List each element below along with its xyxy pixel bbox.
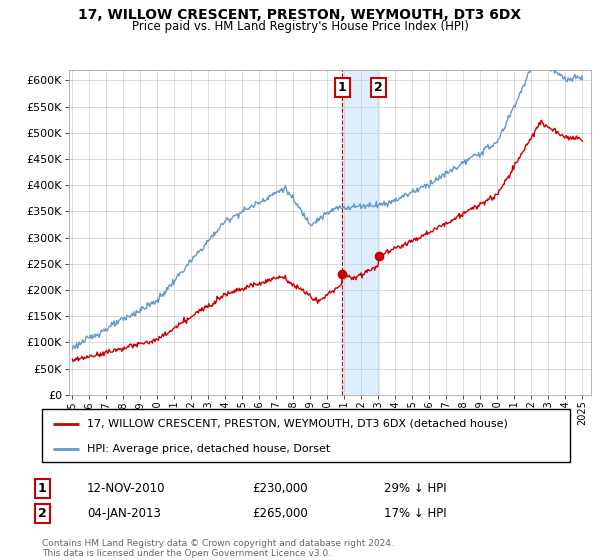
Text: 2: 2 [38, 507, 46, 520]
Text: 17, WILLOW CRESCENT, PRESTON, WEYMOUTH, DT3 6DX: 17, WILLOW CRESCENT, PRESTON, WEYMOUTH, … [79, 8, 521, 22]
Text: 04-JAN-2013: 04-JAN-2013 [87, 507, 161, 520]
Text: 1: 1 [338, 81, 347, 95]
Text: 1: 1 [38, 482, 46, 495]
Text: 29% ↓ HPI: 29% ↓ HPI [384, 482, 446, 495]
Text: 12-NOV-2010: 12-NOV-2010 [87, 482, 166, 495]
Text: Contains HM Land Registry data © Crown copyright and database right 2024.
This d: Contains HM Land Registry data © Crown c… [42, 539, 394, 558]
Text: 17, WILLOW CRESCENT, PRESTON, WEYMOUTH, DT3 6DX (detached house): 17, WILLOW CRESCENT, PRESTON, WEYMOUTH, … [87, 419, 508, 429]
Bar [342, 70, 379, 395]
FancyBboxPatch shape [42, 409, 570, 462]
Text: HPI: Average price, detached house, Dorset: HPI: Average price, detached house, Dors… [87, 444, 330, 454]
Text: 2: 2 [374, 81, 383, 95]
Text: 17% ↓ HPI: 17% ↓ HPI [384, 507, 446, 520]
Text: Price paid vs. HM Land Registry's House Price Index (HPI): Price paid vs. HM Land Registry's House … [131, 20, 469, 33]
Text: £230,000: £230,000 [252, 482, 308, 495]
Text: £265,000: £265,000 [252, 507, 308, 520]
